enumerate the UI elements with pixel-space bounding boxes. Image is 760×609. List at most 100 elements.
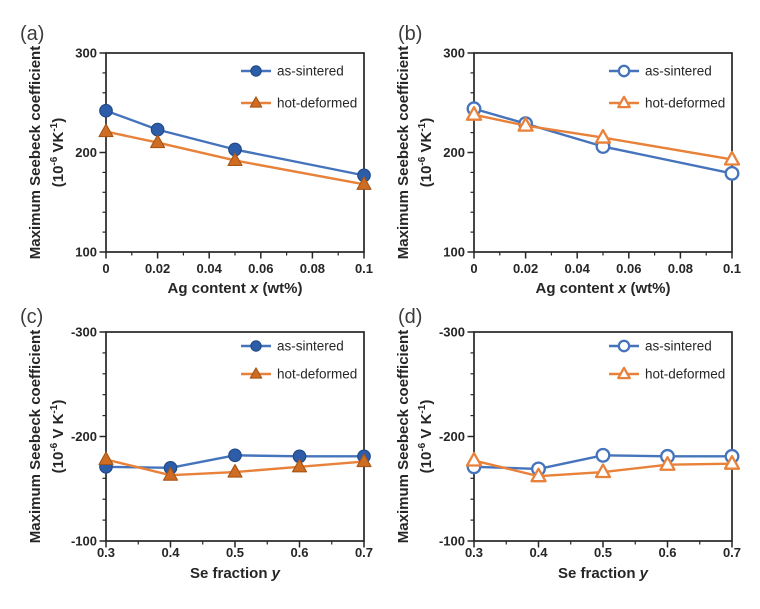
- x-tick-label: 0.1: [355, 261, 373, 276]
- panel-letter: (a): [20, 23, 44, 45]
- x-tick-label: 0.02: [513, 261, 538, 276]
- series-marker-hot-deformed: [659, 456, 676, 471]
- legend-label: as-sintered: [277, 64, 344, 79]
- legend-marker-as-sintered: [617, 64, 631, 78]
- series-marker-as-sintered: [150, 122, 165, 137]
- legend-marker-as-sintered: [250, 65, 262, 77]
- x-tick-label: 0.08: [300, 261, 325, 276]
- legend-marker-hot-deformed: [249, 96, 263, 108]
- x-axis-title: Se fraction y: [558, 565, 649, 582]
- series-line-as-sintered: [472, 107, 734, 175]
- series-line-as-sintered: [104, 109, 366, 177]
- y-axis-title-line1: Maximum Seebeck coefficient: [27, 46, 44, 259]
- series-marker-hot-deformed: [723, 150, 741, 166]
- x-tick-label: 0: [102, 261, 109, 276]
- x-tick-label: 0.04: [197, 261, 223, 276]
- x-tick-label: 0: [470, 261, 477, 276]
- panel-letter: (c): [20, 306, 43, 328]
- y-tick-label: -300: [439, 325, 465, 340]
- series-marker-hot-deformed: [465, 451, 483, 467]
- x-tick-label: 0.04: [565, 261, 591, 276]
- x-tick-label: 0.6: [658, 545, 676, 560]
- series-marker-hot-deformed: [517, 116, 534, 132]
- legend-marker-hot-deformed: [249, 367, 263, 379]
- panel-letter: (d): [398, 306, 422, 328]
- y-tick-label: -200: [71, 429, 97, 444]
- plot-box: [105, 331, 365, 542]
- y-tick-label: 200: [443, 145, 465, 160]
- legend-marker-as-sintered: [250, 340, 262, 352]
- y-axis-title-line2: (10-6 VK-1): [417, 118, 435, 188]
- series-marker-as-sintered: [595, 447, 611, 463]
- y-tick-label: 100: [443, 245, 465, 260]
- y-tick-label: 300: [443, 46, 465, 61]
- legend-label: hot-deformed: [645, 367, 725, 382]
- series-marker-hot-deformed: [98, 451, 114, 466]
- series-marker-hot-deformed: [291, 458, 308, 473]
- x-axis-title: Ag content x (wt%): [535, 280, 670, 297]
- series-marker-as-sintered: [724, 165, 740, 181]
- legend-label: hot-deformed: [277, 367, 357, 382]
- legend-label: as-sintered: [277, 339, 344, 354]
- y-axis-title-line2: (10-6 V K-1): [49, 400, 67, 474]
- plot-box: [473, 331, 733, 542]
- x-tick-label: 0.06: [248, 261, 273, 276]
- series-marker-hot-deformed: [594, 128, 612, 144]
- x-axis-title: Se fraction y: [190, 565, 281, 582]
- y-axis-title-line2: (10-6 VK-1): [49, 118, 67, 188]
- series-marker-hot-deformed: [465, 106, 483, 121]
- x-tick-label: 0.06: [616, 261, 641, 276]
- series-line-hot-deformed: [472, 113, 734, 161]
- x-tick-label: 0.4: [529, 545, 548, 560]
- x-tick-label: 0.3: [465, 545, 483, 560]
- x-tick-label: 0.5: [594, 545, 612, 560]
- x-tick-label: 0.6: [290, 545, 308, 560]
- series-line-hot-deformed: [104, 130, 366, 186]
- x-tick-label: 0.1: [723, 261, 741, 276]
- legend-marker-hot-deformed: [617, 366, 631, 380]
- series-marker-hot-deformed: [723, 455, 741, 470]
- x-tick-label: 0.02: [145, 261, 170, 276]
- legend-marker-as-sintered: [617, 339, 631, 353]
- series-marker-hot-deformed: [356, 176, 372, 190]
- x-tick-label: 0.08: [668, 261, 693, 276]
- series-marker-hot-deformed: [594, 463, 612, 479]
- series-marker-hot-deformed: [150, 134, 166, 149]
- x-tick-label: 0.7: [355, 545, 373, 560]
- series-marker-hot-deformed: [530, 467, 547, 483]
- y-tick-label: -200: [439, 429, 465, 444]
- x-tick-label: 0.7: [723, 545, 741, 560]
- y-axis-title-line1: Maximum Seebeck coefficient: [395, 46, 412, 259]
- legend-label: hot-deformed: [277, 96, 357, 111]
- panel-letter: (b): [398, 23, 422, 45]
- series-marker-hot-deformed: [98, 123, 114, 138]
- series-marker-hot-deformed: [227, 152, 243, 167]
- y-tick-label: -100: [439, 534, 465, 549]
- x-axis-title: Ag content x (wt%): [167, 280, 302, 297]
- series-marker-hot-deformed: [162, 467, 179, 481]
- legend-label: as-sintered: [645, 339, 712, 354]
- series-marker-as-sintered: [228, 448, 242, 463]
- y-tick-label: -100: [71, 534, 97, 549]
- y-tick-label: 300: [75, 46, 97, 61]
- y-tick-label: 200: [75, 145, 97, 160]
- legend-label: hot-deformed: [645, 96, 725, 111]
- x-tick-label: 0.5: [226, 545, 244, 560]
- y-axis-title-line2: (10-6 V K-1): [417, 400, 435, 474]
- x-tick-label: 0.3: [97, 545, 115, 560]
- series-marker-hot-deformed: [227, 463, 243, 478]
- panel-a: (a) 300 200 100 0 0.02 0.04 0.06 0.08 0.1 Ag conte…: [20, 23, 373, 297]
- legend-marker-hot-deformed: [617, 95, 631, 109]
- y-tick-label: -300: [71, 325, 97, 340]
- y-axis-title-line1: Maximum Seebeck coefficient: [395, 330, 412, 543]
- series-marker-hot-deformed: [356, 453, 372, 468]
- y-tick-label: 100: [75, 245, 97, 260]
- series-marker-as-sintered: [99, 103, 113, 118]
- x-tick-label: 0.4: [161, 545, 180, 560]
- y-axis-title-line1: Maximum Seebeck coefficient: [27, 330, 44, 543]
- panel-b: (b) 300 200 100 0 0.02 0.04 0.06 0.08 0.1 Ag conte…: [395, 23, 741, 297]
